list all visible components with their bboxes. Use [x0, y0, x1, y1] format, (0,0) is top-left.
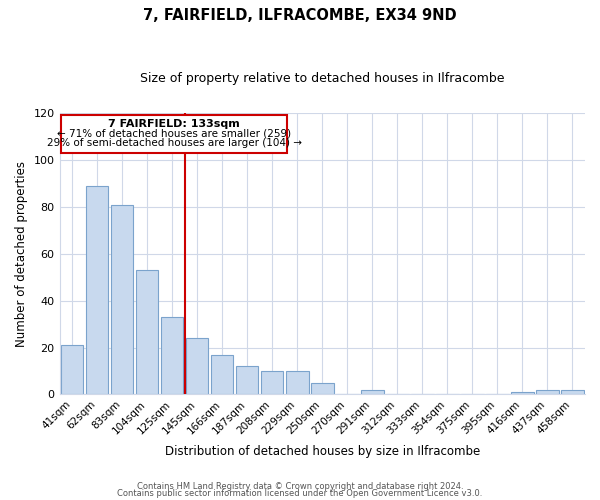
Y-axis label: Number of detached properties: Number of detached properties: [15, 161, 28, 347]
Bar: [61, 345, 83, 395]
Bar: [111, 204, 133, 394]
Bar: [536, 390, 559, 394]
Bar: [561, 390, 584, 394]
FancyBboxPatch shape: [61, 116, 287, 153]
Bar: [236, 366, 259, 394]
Text: 7 FAIRFIELD: 133sqm: 7 FAIRFIELD: 133sqm: [108, 119, 240, 129]
Bar: [261, 371, 283, 394]
X-axis label: Distribution of detached houses by size in Ilfracombe: Distribution of detached houses by size …: [164, 444, 480, 458]
Bar: [286, 371, 308, 394]
Title: Size of property relative to detached houses in Ilfracombe: Size of property relative to detached ho…: [140, 72, 505, 86]
Bar: [311, 382, 334, 394]
Bar: [511, 392, 534, 394]
Bar: [186, 338, 208, 394]
Text: Contains public sector information licensed under the Open Government Licence v3: Contains public sector information licen…: [118, 490, 482, 498]
Bar: [211, 354, 233, 395]
Bar: [86, 186, 109, 394]
Text: Contains HM Land Registry data © Crown copyright and database right 2024.: Contains HM Land Registry data © Crown c…: [137, 482, 463, 491]
Text: 29% of semi-detached houses are larger (104) →: 29% of semi-detached houses are larger (…: [47, 138, 302, 147]
Text: 7, FAIRFIELD, ILFRACOMBE, EX34 9ND: 7, FAIRFIELD, ILFRACOMBE, EX34 9ND: [143, 8, 457, 22]
Text: ← 71% of detached houses are smaller (259): ← 71% of detached houses are smaller (25…: [57, 128, 291, 138]
Bar: [361, 390, 383, 394]
Bar: [161, 317, 184, 394]
Bar: [136, 270, 158, 394]
